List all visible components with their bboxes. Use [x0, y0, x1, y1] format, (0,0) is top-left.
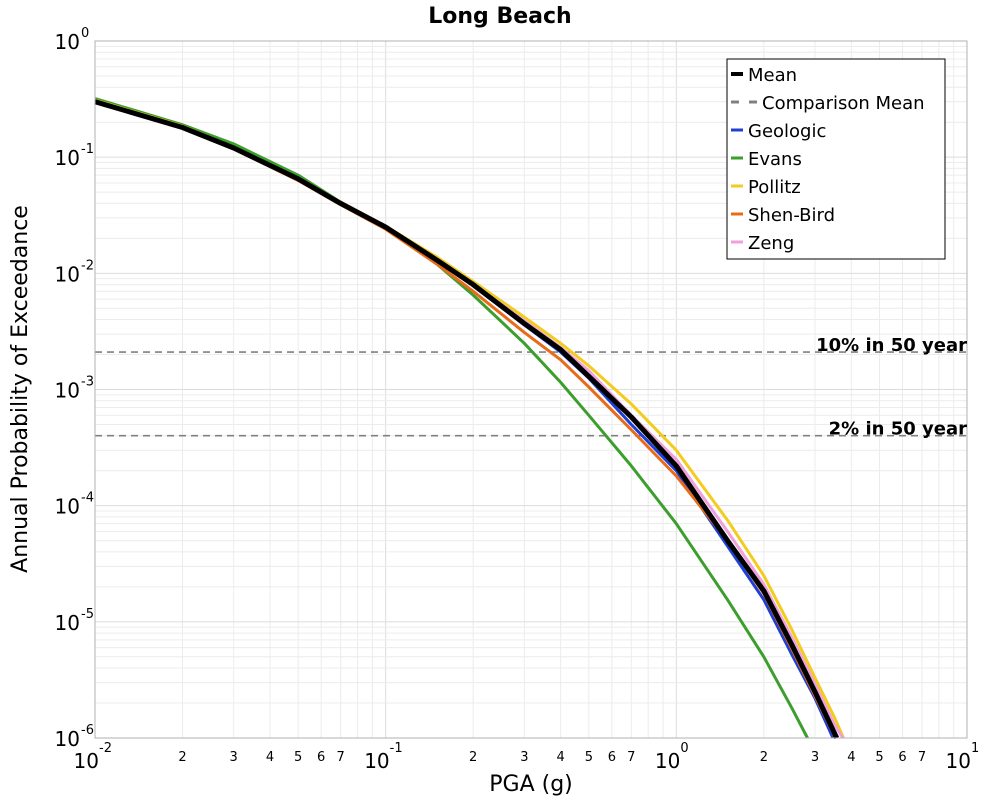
x-tick-label: 10	[655, 749, 680, 773]
legend-entry: Pollitz	[748, 177, 801, 198]
legend-entry: Shen-Bird	[748, 205, 835, 226]
x-minor-tick-label: 4	[266, 750, 274, 765]
y-tick-label: 10	[55, 727, 80, 751]
x-minor-tick-label: 2	[178, 750, 186, 765]
x-minor-tick-label: 3	[811, 750, 819, 765]
legend-box	[726, 58, 946, 260]
x-minor-tick-label: 3	[520, 750, 528, 765]
y-tick-label: 10	[55, 146, 80, 170]
series-line-shen-bird	[94, 100, 838, 739]
legend-entry: Mean	[748, 65, 797, 86]
legend-entry: Comparison Mean	[762, 93, 925, 114]
x-minor-tick-label: 4	[557, 750, 565, 765]
plot-grid	[94, 41, 967, 739]
x-minor-tick-label: 7	[918, 750, 926, 765]
series-line-geologic	[94, 100, 835, 739]
y-tick-exponent: -1	[81, 142, 94, 157]
y-tick-exponent: -4	[81, 491, 94, 506]
x-minor-tick-label: 7	[627, 750, 635, 765]
x-axis-label: PGA (g)	[489, 772, 573, 797]
y-tick-exponent: -6	[81, 723, 94, 738]
legend-entry: Evans	[748, 149, 802, 170]
x-minor-tick-label: 5	[294, 750, 302, 765]
x-minor-tick-label: 7	[337, 750, 345, 765]
x-tick-label: 10	[946, 749, 971, 773]
series-line-mean	[94, 99, 840, 740]
y-tick-label: 10	[55, 30, 80, 54]
x-minor-tick-label: 6	[898, 750, 906, 765]
y-tick-exponent: -2	[81, 258, 94, 273]
y-tick-label: 10	[55, 379, 80, 403]
x-tick-exponent: 1	[971, 741, 979, 756]
y-tick-label: 10	[55, 495, 80, 519]
annotation-label: 2% in 50 year	[829, 419, 967, 440]
series-layer	[94, 97, 845, 740]
x-minor-tick-label: 2	[760, 750, 768, 765]
x-minor-tick-label: 3	[230, 750, 238, 765]
x-minor-tick-label: 5	[875, 750, 883, 765]
annotation-labels: 10% in 50 year 2% in 50 year	[816, 335, 967, 440]
x-minor-tick-label: 6	[608, 750, 616, 765]
x-minor-tick-label: 2	[469, 750, 477, 765]
x-tick-label: 10	[364, 749, 389, 773]
x-minor-tick-label: 6	[317, 750, 325, 765]
y-tick-label: 10	[55, 262, 80, 286]
x-minor-tick-label: 4	[847, 750, 855, 765]
series-line-evans	[94, 97, 809, 739]
plot-frame	[94, 40, 968, 739]
y-tick-label: 10	[55, 611, 80, 635]
legend-entry: Zeng	[748, 233, 794, 254]
x-tick-label: 10	[74, 749, 99, 773]
chart-title: Long Beach	[428, 4, 571, 29]
x-tick-exponent: 0	[680, 741, 688, 756]
x-tick-exponent: -2	[99, 741, 112, 756]
y-tick-exponent: 0	[81, 26, 89, 41]
annotation-label: 10% in 50 year	[816, 335, 967, 356]
legend: Mean Comparison Mean Geologic Evans Pollitz S…	[726, 58, 946, 260]
x-minor-tick-label: 5	[585, 750, 593, 765]
x-tick-exponent: -1	[390, 741, 403, 756]
y-tick-exponent: -5	[81, 607, 94, 622]
y-axis-label: Annual Probability of Exceedance	[8, 205, 33, 573]
legend-entry: Geologic	[748, 121, 826, 142]
y-tick-exponent: -3	[81, 375, 94, 390]
